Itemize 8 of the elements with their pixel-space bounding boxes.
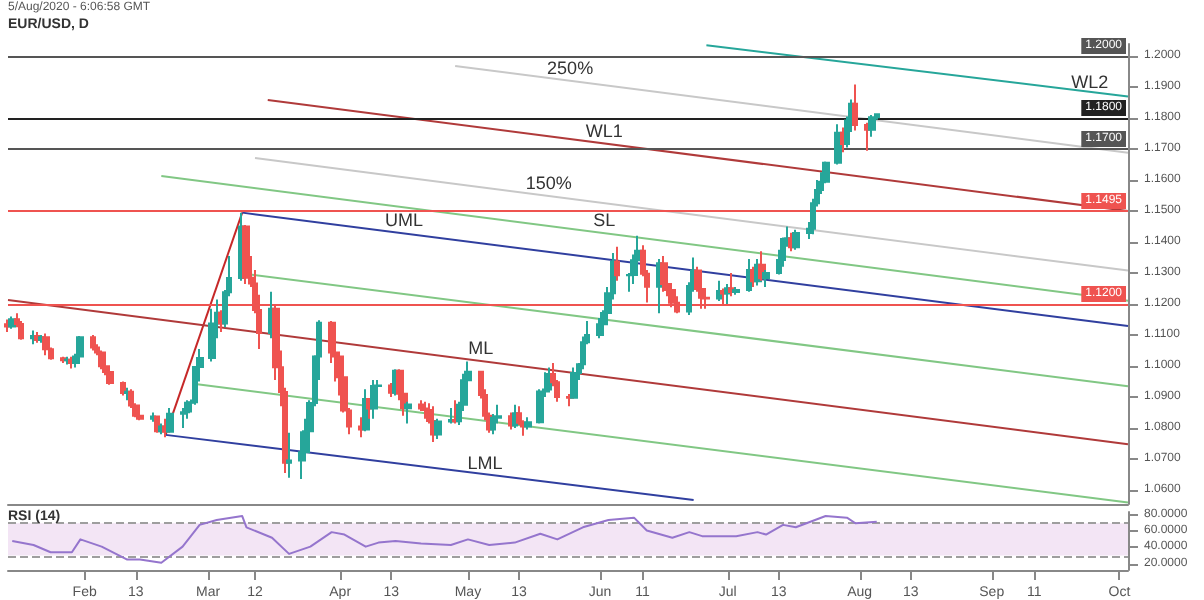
annotation: 250% [547, 57, 594, 78]
annotation: SL [593, 210, 616, 231]
annotation: WL2 [1071, 71, 1109, 92]
annotation: 150% [525, 172, 572, 193]
annotation: UML [385, 210, 424, 231]
annotation: LML [467, 452, 503, 473]
annotation: WL1 [585, 120, 623, 141]
annotation: ML [468, 337, 494, 358]
